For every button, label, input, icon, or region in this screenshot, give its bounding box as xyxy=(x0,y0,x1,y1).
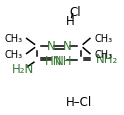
Text: H₂N: H₂N xyxy=(11,63,34,75)
Text: N: N xyxy=(47,40,55,53)
Text: HN: HN xyxy=(45,55,62,67)
Text: NH: NH xyxy=(55,55,73,67)
Text: CH₃: CH₃ xyxy=(95,49,113,59)
Text: N: N xyxy=(62,40,71,53)
Text: CH₃: CH₃ xyxy=(4,34,22,44)
Text: CH₃: CH₃ xyxy=(4,49,22,59)
Text: NH₂: NH₂ xyxy=(95,52,118,65)
Text: H–Cl: H–Cl xyxy=(66,95,92,108)
Text: Cl: Cl xyxy=(69,6,80,19)
Text: H: H xyxy=(65,15,74,28)
Text: CH₃: CH₃ xyxy=(95,34,113,43)
